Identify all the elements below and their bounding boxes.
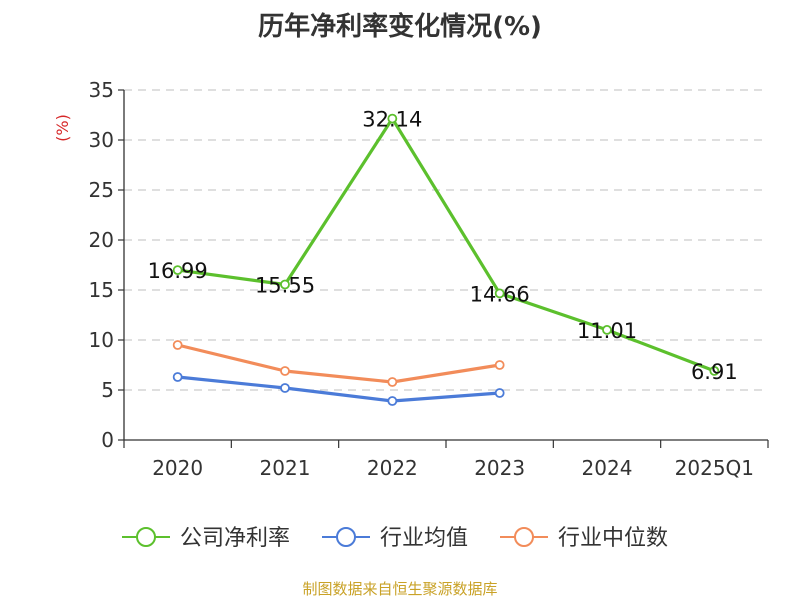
data-point — [172, 340, 183, 350]
data-point — [494, 388, 505, 398]
legend-marker-2 — [336, 527, 356, 547]
data-point — [280, 279, 290, 290]
data-point — [709, 365, 720, 376]
data-point — [494, 288, 505, 299]
legend-marker-1 — [136, 527, 156, 547]
y-tick-label: 25 — [89, 178, 114, 202]
data-point — [280, 366, 290, 376]
x-tick-label: 2021 — [260, 456, 311, 480]
x-tick-label: 2024 — [582, 456, 633, 480]
data-label: 14.66 — [470, 282, 530, 306]
data-point — [387, 396, 398, 406]
y-tick-label: 35 — [89, 78, 114, 102]
y-tick-label: 0 — [101, 428, 114, 452]
y-tick-label: 20 — [89, 228, 114, 252]
x-tick-label: 2025Q1 — [675, 456, 754, 480]
y-axis-unit-label: (%) — [53, 114, 72, 142]
chart-title: 历年净利率变化情况(%) — [258, 12, 542, 42]
y-tick-label: 5 — [101, 378, 114, 402]
data-point — [387, 113, 398, 124]
series-line-2 — [177, 375, 500, 403]
y-tick-label: 10 — [89, 328, 114, 352]
data-point — [494, 360, 505, 370]
data-label: 11.01 — [577, 319, 637, 343]
data-label: 15.55 — [255, 274, 315, 298]
data-label: 16.99 — [148, 259, 208, 283]
legend-label-3: 行业中位数 — [558, 526, 668, 551]
series-line-1 — [177, 116, 715, 373]
data-label: 32.14 — [362, 108, 422, 132]
legend-label-2: 行业均值 — [380, 526, 468, 551]
x-tick-label: 2020 — [152, 456, 203, 480]
x-tick-label: 2022 — [367, 456, 418, 480]
data-point — [280, 383, 290, 393]
y-tick-label: 15 — [89, 278, 114, 302]
legend-label-1: 公司净利率 — [180, 526, 290, 551]
data-point — [172, 372, 183, 382]
x-tick-label: 2023 — [474, 456, 525, 480]
data-point — [387, 377, 398, 387]
data-label: 6.91 — [691, 360, 738, 384]
data-source-note: 制图数据来自恒生聚源数据库 — [302, 580, 498, 598]
data-point — [172, 265, 183, 276]
data-point — [602, 324, 612, 335]
series-line-3 — [177, 343, 500, 384]
y-tick-label: 30 — [89, 128, 114, 152]
legend-marker-3 — [514, 527, 534, 547]
